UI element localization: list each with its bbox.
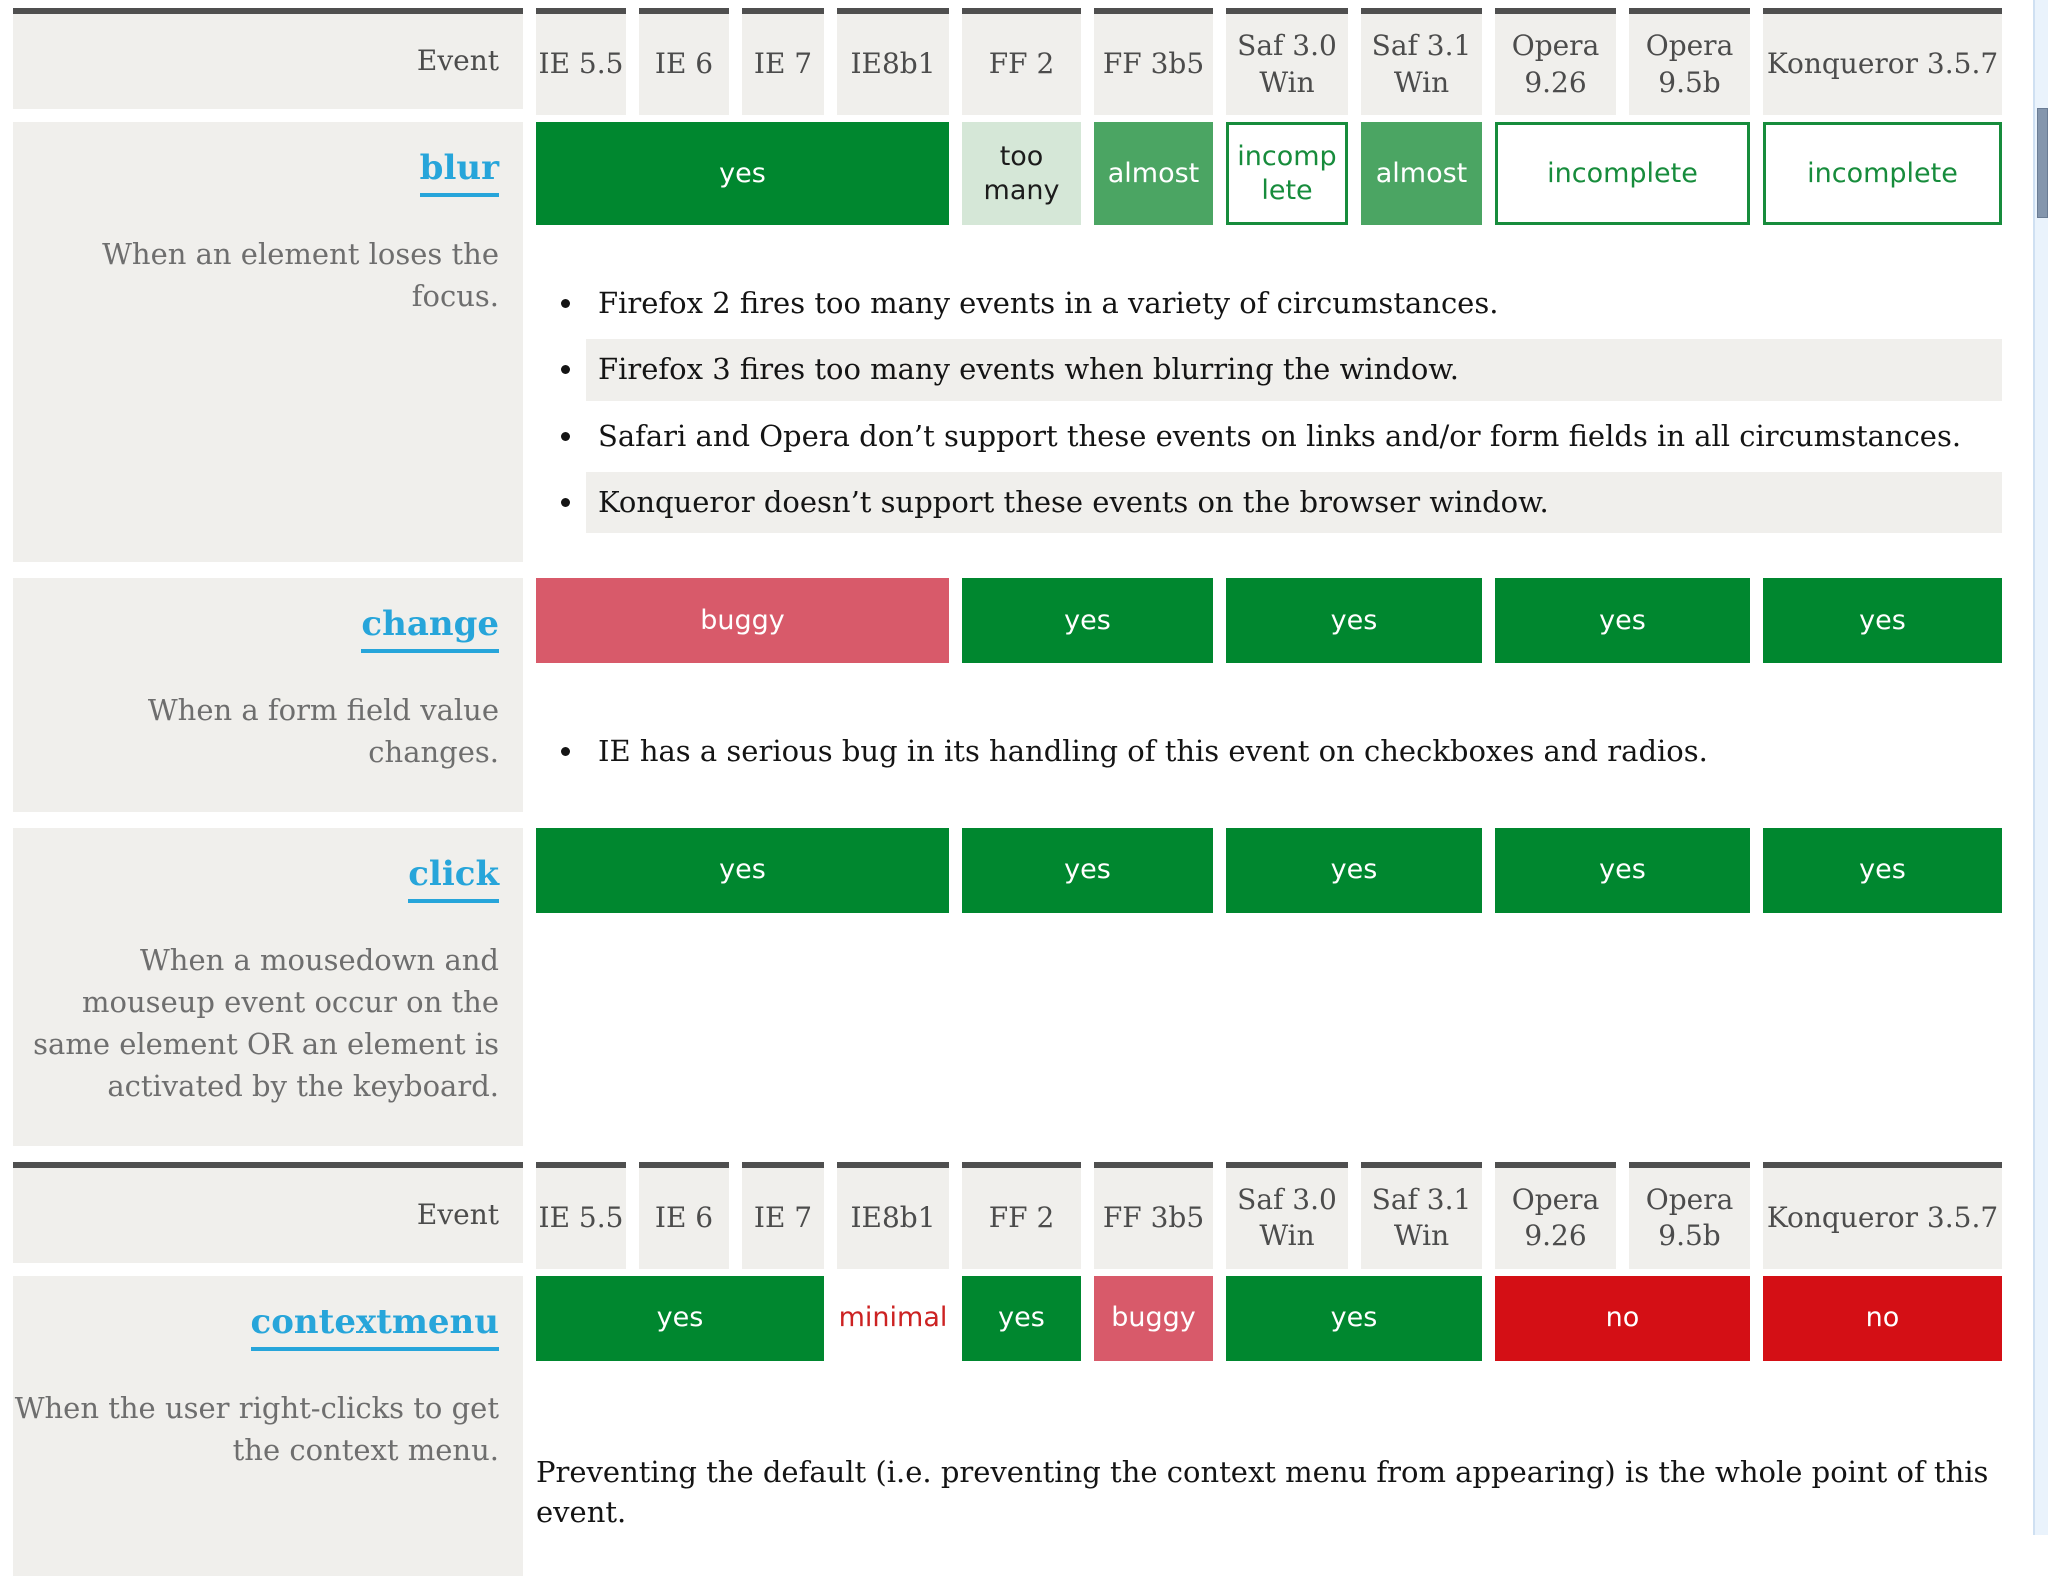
event-row-blur: blur When an element loses the focus. yes t… (13, 122, 2015, 563)
event-label-cell-change: change When a form field value changes. (13, 578, 523, 812)
compat-note: IE has a serious bug in its handling of … (586, 721, 2002, 782)
compat-cell-change-yes: yes (1495, 578, 1750, 664)
compat-cell-contextmenu-yes: yes (1226, 1275, 1482, 1361)
column-header-opera-9-26: Opera 9.26 (1495, 1161, 1616, 1269)
column-header-saf-3-0-win: Saf 3.0 Win (1226, 8, 1348, 115)
event-description-blur: When an element loses the focus. (102, 237, 499, 314)
compat-cell-change-yes: yes (1226, 578, 1482, 664)
column-header-ie-6: IE 6 (639, 1161, 729, 1269)
column-header-ff-2: FF 2 (962, 8, 1081, 115)
column-header-opera-9-5b: Opera 9.5b (1629, 1161, 1750, 1269)
compat-cell-blur-toomany: too many (962, 122, 1081, 225)
event-link-change[interactable]: change (361, 604, 499, 654)
compat-cell-contextmenu-yes: yes (536, 1275, 824, 1361)
compat-cell-blur-almost: almost (1094, 122, 1213, 225)
compat-cell-change-yes: yes (962, 578, 1213, 664)
column-header-ie-5-5: IE 5.5 (536, 1161, 626, 1269)
column-header-saf-3-0-win: Saf 3.0 Win (1226, 1161, 1348, 1269)
column-header-ie-7: IE 7 (742, 1161, 824, 1269)
compat-cell-contextmenu-no: no (1763, 1275, 2002, 1361)
column-header-ff-3b5: FF 3b5 (1094, 8, 1213, 115)
column-header-konqueror-3-5-7: Konqueror 3.5.7 (1763, 1161, 2002, 1269)
event-description-change: When a form field value changes. (147, 693, 499, 770)
column-header-saf-3-1-win: Saf 3.1 Win (1361, 8, 1482, 115)
column-header-ie-6: IE 6 (639, 8, 729, 115)
compat-cell-contextmenu-yes: yes (962, 1275, 1081, 1361)
column-header-ie-7: IE 7 (742, 8, 824, 115)
column-header-ff-3b5: FF 3b5 (1094, 1161, 1213, 1269)
column-header-row-2: Event IE 5.5 IE 6 IE 7 IE8b1 FF 2 FF 3b5 Saf 3.… (13, 1161, 2015, 1269)
compat-note: Firefox 3 fires too many events when blu… (586, 339, 2002, 401)
event-label-cell-contextmenu: contextmenu When the user right-clicks to… (13, 1275, 523, 1576)
compat-cell-contextmenu-no: no (1495, 1275, 1750, 1361)
event-description-click: When a mousedown and mouseup event occur… (33, 942, 499, 1103)
event-description-contextmenu: When the user right-clicks to get the co… (14, 1390, 499, 1467)
event-link-blur[interactable]: blur (419, 148, 499, 197)
compat-cell-click-yes: yes (1763, 827, 2002, 913)
column-header-row-1: Event IE 5.5 IE 6 IE 7 IE8b1 FF 2 FF 3b5 Saf 3.… (13, 8, 2015, 115)
compat-note: Safari and Opera don’t support these eve… (586, 406, 2002, 467)
vertical-scrollbar[interactable] (2033, 0, 2048, 1535)
event-label-cell-click: click When a mousedown and mouseup event … (13, 827, 523, 1146)
event-row-change: change When a form field value changes. bu… (13, 578, 2015, 812)
notes-list-blur: Firefox 2 fires too many events in a var… (536, 273, 2002, 538)
compat-cell-contextmenu-minimal: minimal (838, 1302, 948, 1334)
compat-cell-click-yes: yes (536, 827, 949, 913)
compat-cell-change-yes: yes (1763, 578, 2002, 664)
column-header-konqueror-3-5-7: Konqueror 3.5.7 (1763, 8, 2002, 115)
scrollbar-thumb[interactable] (2037, 108, 2048, 218)
compat-cell-blur-incomplete: incomplete (1226, 122, 1348, 225)
column-header-opera-9-26: Opera 9.26 (1495, 8, 1616, 115)
compat-cell-click-yes: yes (1495, 827, 1750, 913)
column-header-event: Event (13, 8, 523, 109)
compat-cell-click-yes: yes (962, 827, 1213, 913)
notes-list-change: IE has a serious bug in its handling of … (536, 721, 2002, 787)
column-header-ff-2: FF 2 (962, 1161, 1081, 1269)
compat-cell-blur-yes: yes (536, 122, 949, 225)
event-link-click[interactable]: click (408, 854, 499, 903)
compat-cell-blur-incomplete: incomplete (1495, 122, 1750, 225)
compat-cell-blur-almost: almost (1361, 122, 1482, 225)
event-label-cell-blur: blur When an element loses the focus. (13, 122, 523, 563)
column-header-saf-3-1-win: Saf 3.1 Win (1361, 1161, 1482, 1269)
column-header-ie8b1: IE8b1 (837, 1161, 949, 1269)
compat-cell-click-yes: yes (1226, 827, 1482, 913)
compat-paragraph-contextmenu: Preventing the default (i.e. preventing … (536, 1454, 1989, 1530)
compat-note: Konqueror doesn’t support these events o… (586, 472, 2002, 534)
column-header-opera-9-5b: Opera 9.5b (1629, 8, 1750, 115)
column-header-event: Event (13, 1161, 523, 1263)
compat-note: Firefox 2 fires too many events in a var… (586, 273, 2002, 334)
event-row-click: click When a mousedown and mouseup event … (13, 827, 2015, 1146)
compat-cell-blur-incomplete: incomplete (1763, 122, 2002, 225)
compat-cell-contextmenu-buggy: buggy (1094, 1275, 1213, 1361)
event-link-contextmenu[interactable]: contextmenu (250, 1302, 499, 1351)
column-header-ie8b1: IE8b1 (837, 8, 949, 115)
event-row-contextmenu: contextmenu When the user right-clicks to… (13, 1275, 2015, 1576)
column-header-ie-5-5: IE 5.5 (536, 8, 626, 115)
compat-cell-change-buggy: buggy (536, 578, 949, 664)
